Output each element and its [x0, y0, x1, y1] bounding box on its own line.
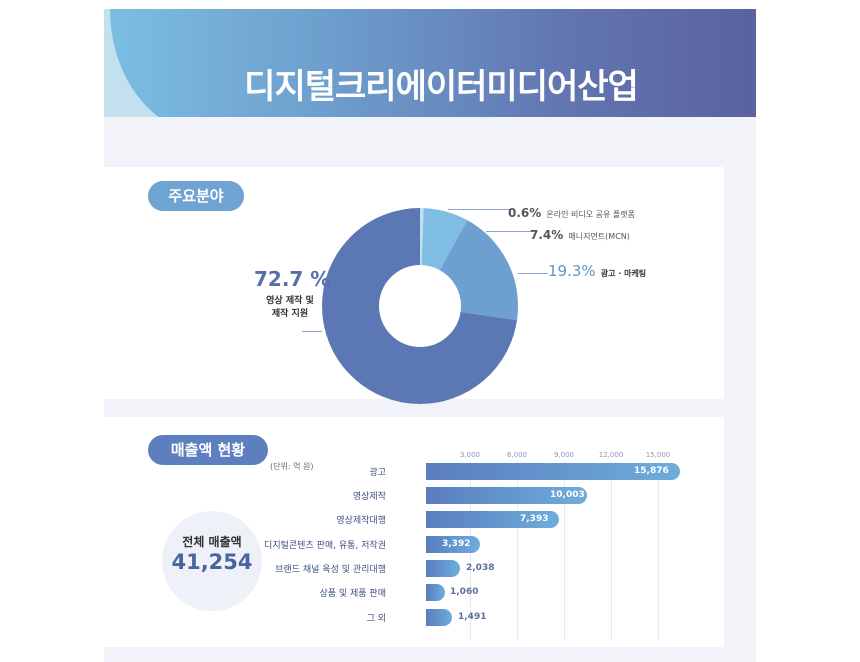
label-advertising: 19.3% 광고 · 마케팅 [548, 262, 647, 280]
gridline [658, 461, 659, 641]
bar-value: 3,392 [442, 539, 471, 549]
slice-advertising [322, 208, 518, 404]
bar-value: 2,038 [466, 563, 495, 573]
total-revenue-badge: 전체 매출액 41,254 [162, 511, 262, 611]
bar-digital-content [426, 536, 480, 553]
header-banner: 디지털크리에이터미디어산업 [104, 9, 756, 117]
section-title-revenue: 매출액 현황 [148, 435, 268, 465]
axis-tick: 9,000 [553, 451, 575, 459]
bar-value: 1,060 [450, 587, 479, 597]
bar-advertising [426, 463, 680, 480]
bar-label: 디지털콘텐츠 판매, 유통, 저작권 [264, 541, 386, 551]
axis-tick: 6,000 [506, 451, 528, 459]
axis-tick: 12,000 [598, 451, 624, 459]
bar-label: 영상제작대행 [336, 516, 386, 526]
leader-line [518, 273, 548, 274]
leader-line [486, 231, 532, 232]
page: 디지털크리에이터미디어산업 주요분야 72.7 % 영상 제작 및 제작 지원 … [104, 9, 756, 662]
slice-ovp [322, 208, 518, 404]
leader-line [448, 209, 510, 210]
bar-value: 7,393 [520, 514, 549, 524]
axis-tick: 3,000 [459, 451, 481, 459]
bar-video-agency [426, 511, 559, 528]
revenue-card: 매출액 현황 (단위: 억 원) 전체 매출액 41,254 3,000 6,0… [104, 417, 724, 647]
bar-value: 10,003 [550, 490, 585, 500]
right-margin [724, 167, 756, 662]
main-fields-card: 주요분야 72.7 % 영상 제작 및 제작 지원 0.6% 온라인 비디오 공… [104, 167, 724, 404]
section-title-main-fields: 주요분야 [148, 181, 244, 211]
page-title: 디지털크리에이터미디어산업 [244, 67, 639, 107]
bar-merchandise [426, 584, 445, 601]
bar-label: 상품 및 제품 판매 [319, 589, 386, 599]
header-gradient [110, 9, 756, 117]
axis-tick: 15,000 [645, 451, 671, 459]
label-mcn: 7.4% 매니지먼트(MCN) [530, 228, 630, 242]
gridline [611, 461, 612, 641]
bar-brand-channel [426, 560, 460, 577]
bar-video-production [426, 487, 587, 504]
leader-line [302, 331, 322, 332]
label-video-production: 72.7 % 영상 제작 및 제작 지원 [254, 267, 331, 319]
label-ovp: 0.6% 온라인 비디오 공유 플랫폼 [508, 206, 635, 220]
bar-other [426, 609, 452, 626]
bar-value: 15,876 [634, 466, 669, 476]
unit-label: (단위: 억 원) [270, 462, 314, 471]
bar-label: 브랜드 채널 육성 및 관리대행 [275, 565, 386, 575]
bar-value: 1,491 [458, 612, 487, 622]
bar-label: 그 외 [366, 614, 386, 624]
gridline [517, 461, 518, 641]
bar-label: 영상제작 [352, 492, 386, 502]
donut-chart [322, 208, 518, 404]
bar-label: 광고 [369, 468, 386, 478]
gridline [564, 461, 565, 641]
